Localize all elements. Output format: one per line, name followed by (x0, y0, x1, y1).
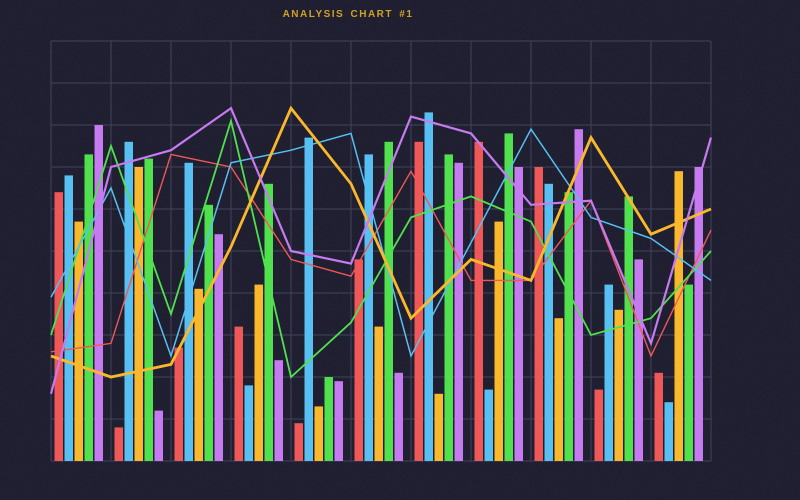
chart-title: ANALYSIS CHART #1 (282, 9, 414, 20)
